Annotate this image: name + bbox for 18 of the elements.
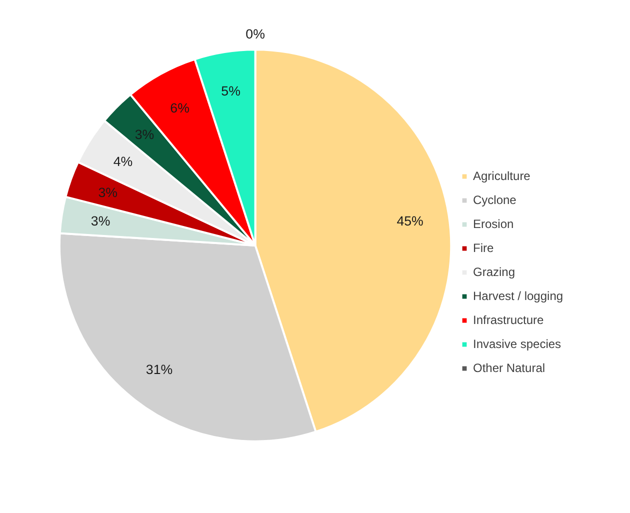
legend-label: Erosion (473, 217, 514, 231)
data-label: 3% (98, 184, 118, 200)
text: 0% (246, 26, 265, 42)
data-label: 31% (146, 362, 173, 377)
data-label: 4% (113, 154, 133, 170)
legend-label: Fire (473, 241, 494, 255)
legend-label: Grazing (473, 265, 516, 279)
data-label: 5% (221, 83, 241, 98)
data-label: 6% (170, 100, 190, 116)
data-label: 3% (90, 213, 110, 228)
legend-label: Agriculture (473, 169, 530, 183)
data-label: 45% (396, 213, 424, 228)
legend-label: Other Natural (473, 361, 546, 375)
legend-label: Cyclone (473, 193, 516, 207)
legend-label: Harvest / logging (473, 289, 564, 303)
legend-label: Invasive species (473, 337, 562, 351)
legend-label: Infrastructure (473, 313, 544, 327)
data-label: 3% (134, 127, 154, 142)
